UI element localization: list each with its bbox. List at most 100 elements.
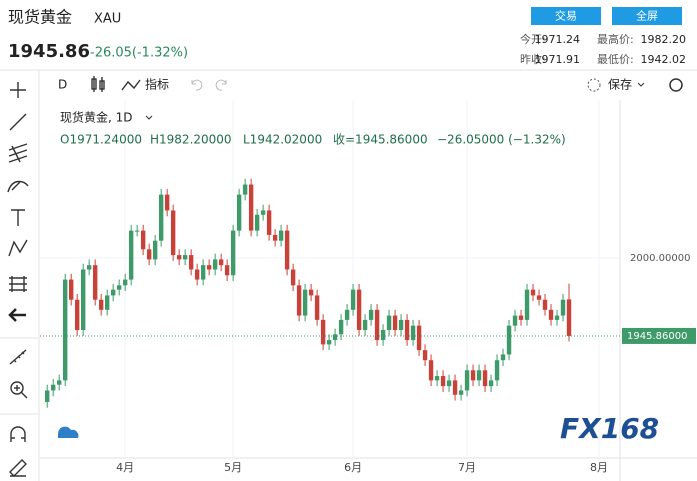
- stat-label: 今开:: [520, 32, 546, 46]
- chart-type-icon[interactable]: [91, 76, 105, 92]
- candle-body: [218, 259, 224, 266]
- indicators-button[interactable]: 指标: [145, 77, 169, 92]
- redo-icon[interactable]: [215, 79, 227, 91]
- watermark: FX168: [560, 412, 659, 445]
- undo-icon[interactable]: [191, 79, 203, 91]
- x-tick-label: 4月: [116, 461, 134, 474]
- ohlc-legend: O1971.24000 H1982.20000 L1942.02000 收=1945.…: [60, 133, 566, 147]
- stat-label: 最低价:: [597, 53, 634, 66]
- candle-body: [440, 376, 446, 387]
- candle-body: [224, 265, 230, 276]
- fib-tool[interactable]: [8, 143, 28, 163]
- candle-body: [62, 279, 68, 381]
- candle-body: [356, 289, 362, 330]
- candle-body: [560, 299, 566, 316]
- candle-body: [434, 376, 440, 381]
- crosshair-tool[interactable]: [10, 82, 26, 98]
- candle-body: [566, 299, 572, 336]
- candle-body: [482, 370, 488, 387]
- candle-body: [446, 380, 452, 387]
- trade-button[interactable]: [531, 7, 601, 25]
- candle-body: [476, 370, 482, 381]
- candle-body: [326, 340, 332, 345]
- candle-body: [392, 315, 398, 330]
- save-menu-caret[interactable]: [637, 82, 645, 87]
- ohlc-value: 收=1945.86000: [333, 133, 428, 147]
- candle-body: [254, 214, 260, 231]
- plot-area: [40, 100, 620, 458]
- magnet-tool[interactable]: [10, 426, 26, 442]
- candle-body: [44, 390, 50, 402]
- x-tick-label: 6月: [344, 461, 362, 474]
- candle-body: [206, 265, 212, 270]
- save-button[interactable]: 保存: [608, 78, 632, 92]
- trade-button-label[interactable]: 交易: [555, 9, 577, 23]
- indicator-icon[interactable]: [121, 79, 141, 91]
- zoom-tool[interactable]: [10, 381, 28, 399]
- candle-body: [422, 350, 428, 361]
- candle-body: [212, 259, 218, 270]
- stat-value: 1971.24: [535, 33, 581, 46]
- candle-body: [488, 380, 494, 387]
- ohlc-value: O1971.24000: [60, 133, 142, 147]
- candle-body: [458, 390, 464, 395]
- candle-body: [230, 230, 236, 276]
- pattern-tool[interactable]: [8, 239, 28, 257]
- candle-body: [320, 319, 326, 345]
- candle-body: [416, 325, 422, 351]
- candle-body: [512, 315, 518, 326]
- candle-body: [158, 194, 164, 241]
- prediction-tool[interactable]: [9, 276, 27, 292]
- candle-body: [56, 380, 62, 385]
- eraser-tool[interactable]: [9, 459, 27, 477]
- candle-body: [152, 240, 158, 260]
- ohlc-value: H1982.20000: [150, 133, 232, 147]
- interval-button[interactable]: D: [58, 78, 67, 92]
- candle-body: [350, 289, 356, 310]
- candle-body: [410, 325, 416, 341]
- candle-body: [146, 249, 152, 260]
- price-change: -26.05(-1.32%): [90, 46, 188, 61]
- back-tool[interactable]: [8, 308, 26, 322]
- candle-body: [362, 319, 368, 330]
- candle-body: [284, 230, 290, 270]
- candle-body: [134, 230, 140, 232]
- stat-value: 1942.02: [641, 53, 687, 66]
- candle-body: [188, 255, 194, 270]
- x-tick-label: 8月: [590, 461, 608, 474]
- candle-body: [404, 319, 410, 341]
- candle-body: [554, 315, 560, 320]
- candle-body: [542, 299, 548, 310]
- candle-body: [548, 309, 554, 320]
- candle-body: [194, 269, 200, 280]
- ohlc-value: −26.05000 (−1.32%): [437, 133, 566, 147]
- text-tool[interactable]: [11, 209, 25, 226]
- candle-body: [368, 309, 374, 320]
- candle-body: [500, 354, 506, 361]
- stat-value: 1982.20: [641, 33, 687, 46]
- brush-tool[interactable]: [7, 180, 29, 193]
- candle-body: [98, 299, 104, 310]
- candle-body: [290, 269, 296, 286]
- ruler-tool[interactable]: [9, 349, 27, 365]
- candle-body: [80, 269, 86, 330]
- candle-body: [116, 285, 122, 290]
- candle-body: [236, 194, 242, 231]
- instrument-title: 现货黄金: [8, 8, 72, 27]
- x-tick-label: 5月: [224, 461, 242, 474]
- cloud-icon[interactable]: [587, 78, 601, 92]
- legend-caret[interactable]: [145, 115, 153, 120]
- candle-body: [344, 309, 350, 320]
- instrument-symbol: XAU: [94, 12, 121, 27]
- fullscreen-button[interactable]: [612, 7, 682, 25]
- candle-body: [494, 360, 500, 381]
- candle-body: [374, 309, 380, 341]
- settings-icon[interactable]: [669, 78, 683, 92]
- candle-body: [242, 184, 248, 195]
- candle-body: [74, 299, 80, 330]
- candle-body: [386, 315, 392, 330]
- trendline-tool[interactable]: [9, 113, 27, 131]
- fullscreen-button-label[interactable]: 全屏: [636, 9, 658, 23]
- candle-body: [272, 234, 278, 241]
- candle-body: [68, 279, 74, 300]
